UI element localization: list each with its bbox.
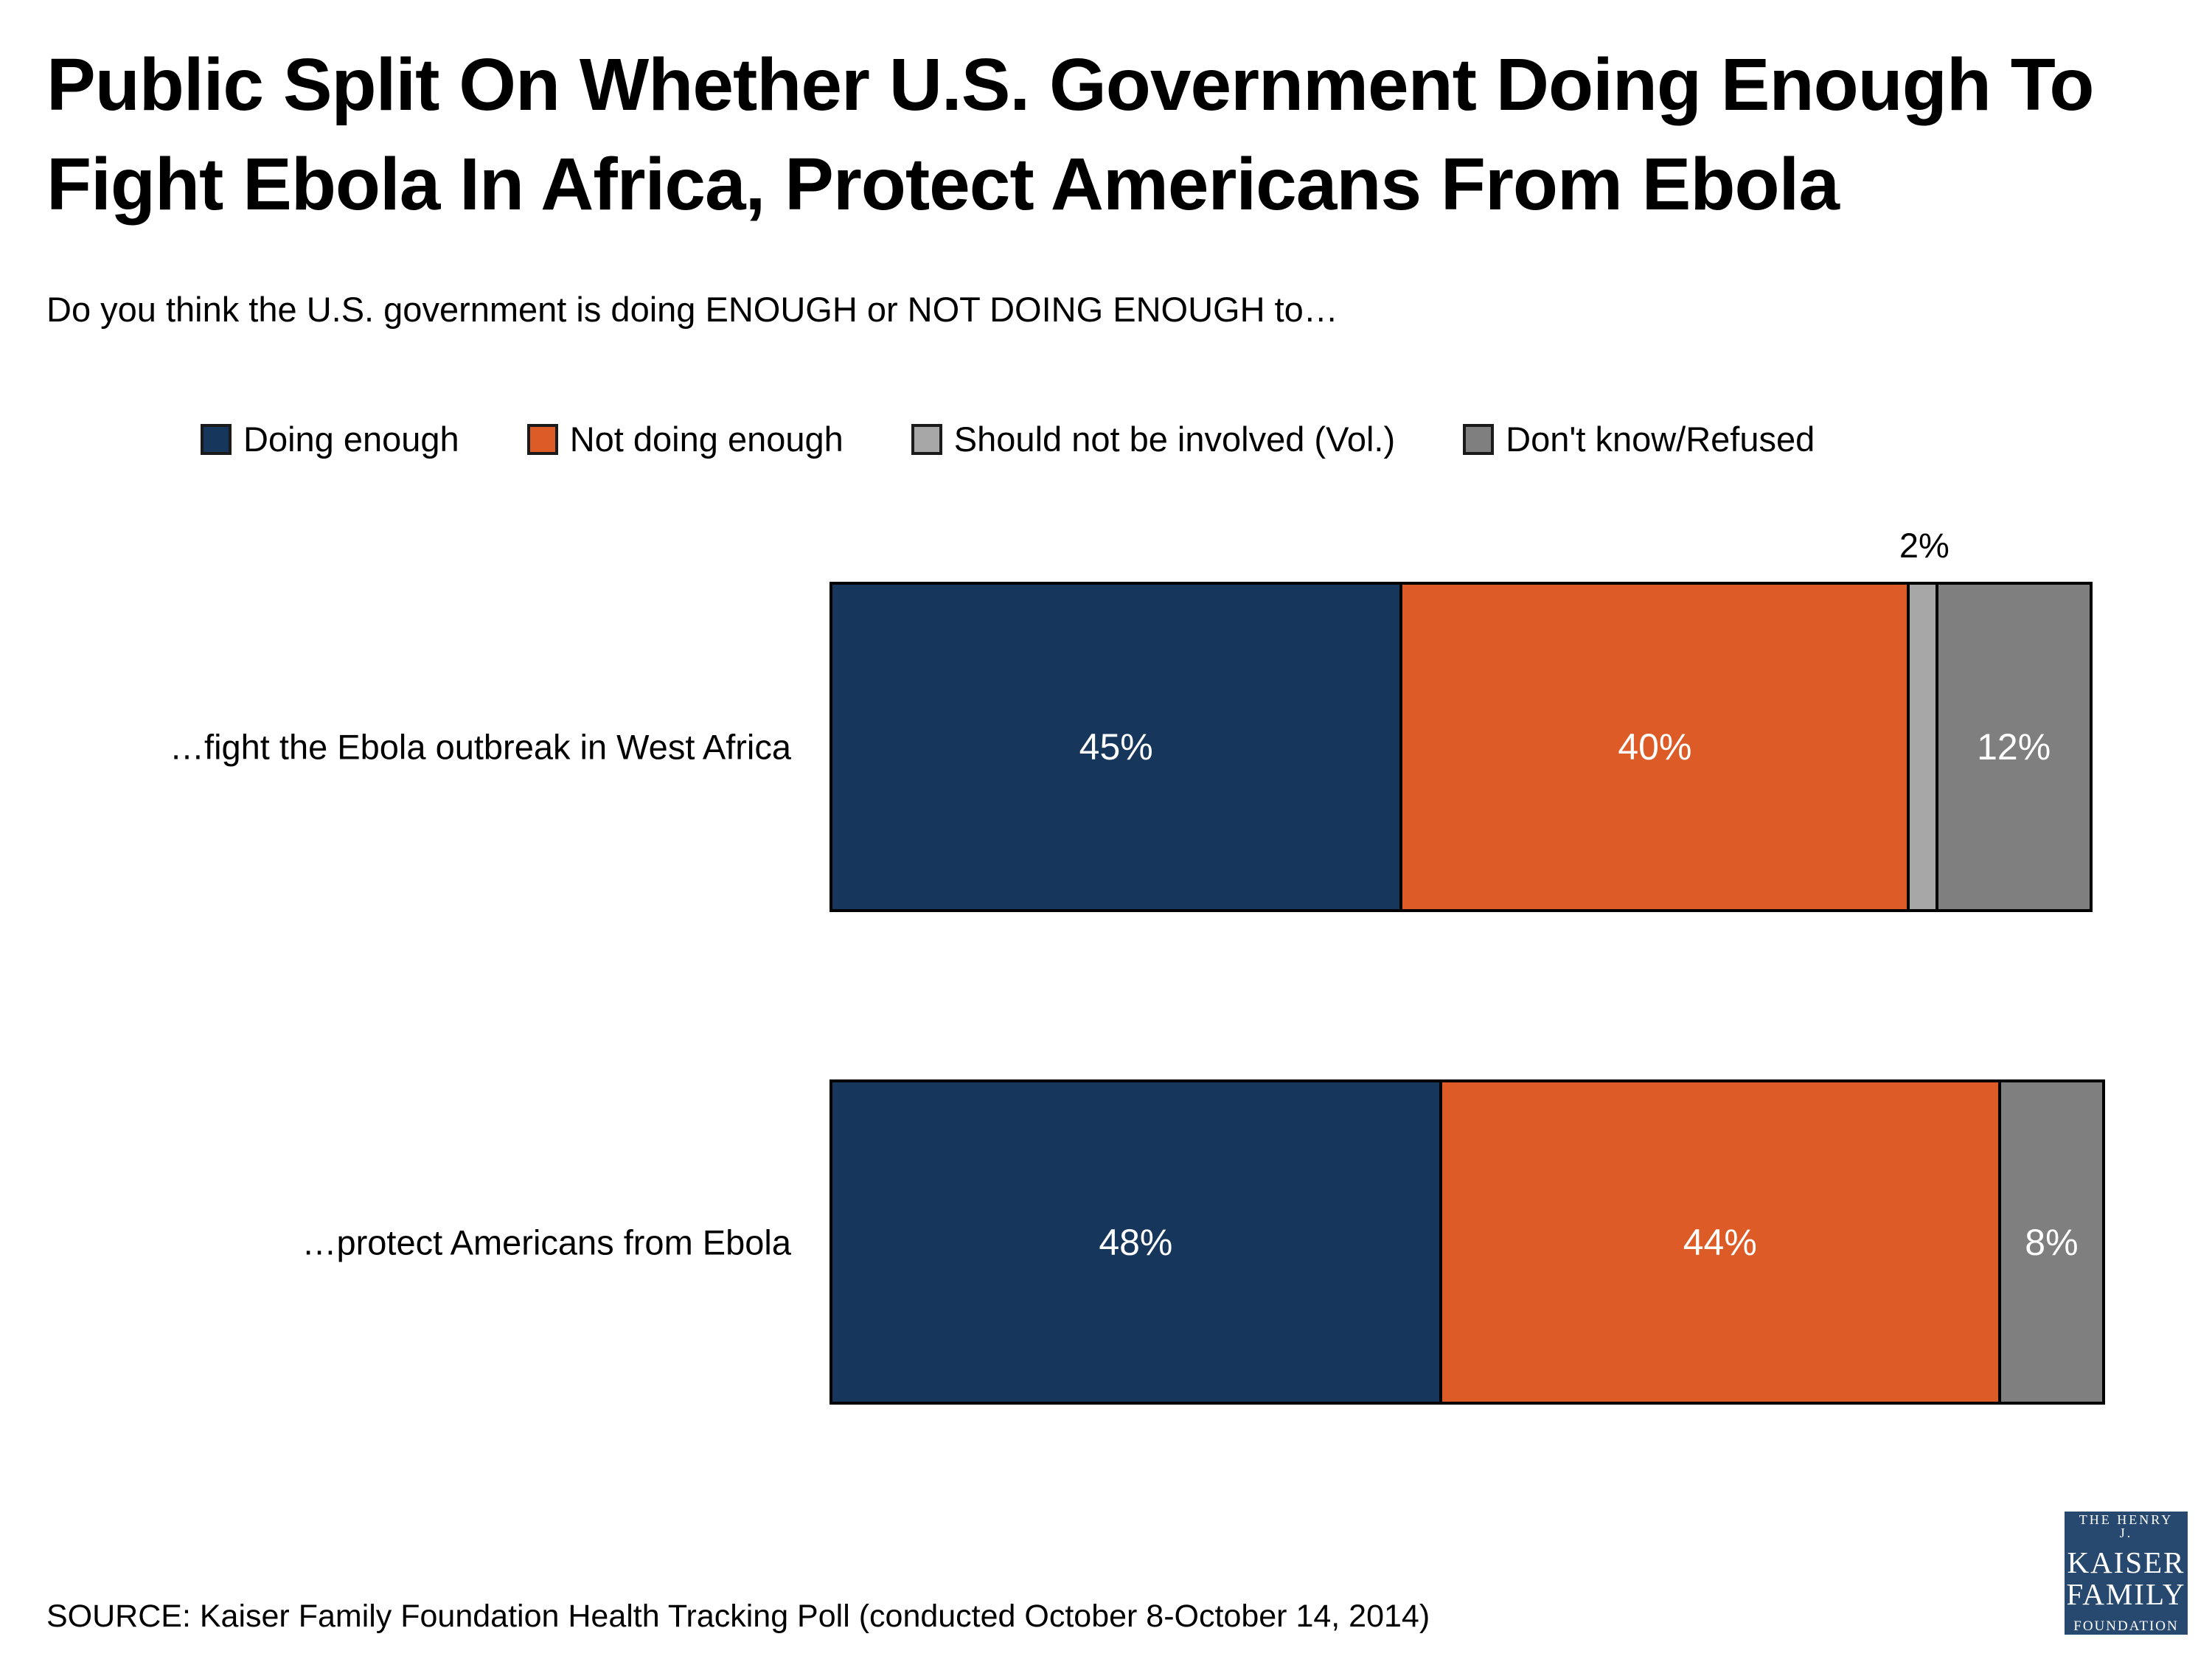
- value-label: 8%: [2025, 1221, 2079, 1263]
- value-label: 44%: [1683, 1221, 1757, 1263]
- value-label: 40%: [1618, 726, 1692, 768]
- bar-segment: 12%: [1938, 585, 2090, 909]
- kff-logo: THE HENRY J. KAISER FAMILY FOUNDATION: [2065, 1512, 2188, 1635]
- legend-label: Doing enough: [243, 420, 459, 459]
- value-label: 45%: [1079, 726, 1153, 768]
- bar-plot: 45% 40% 2% 12%: [830, 526, 2105, 912]
- kff-logo-line4: FOUNDATION: [2073, 1618, 2179, 1635]
- value-label: 12%: [1977, 726, 2051, 768]
- value-label-above: 2%: [1899, 526, 1950, 565]
- kff-logo-line3: FAMILY: [2066, 1577, 2186, 1611]
- bar-segment: 44%: [1441, 1082, 2001, 1402]
- category-label: …fight the Ebola outbreak in West Africa: [170, 727, 791, 767]
- legend-swatch-icon: [1463, 423, 1495, 455]
- chart-title: Public Split On Whether U.S. Government …: [46, 35, 2170, 234]
- legend-swatch-icon: [201, 423, 232, 455]
- legend-item: Should not be involved (Vol.): [911, 419, 1395, 459]
- legend: Doing enough Not doing enough Should not b…: [201, 419, 1815, 459]
- legend-item: Don't know/Refused: [1463, 419, 1815, 459]
- chart-title-line1: Public Split On Whether U.S. Government …: [46, 44, 2094, 126]
- bar-segment: 8%: [2000, 1082, 2102, 1402]
- bar-segment: [1910, 585, 1938, 909]
- stacked-bar: 48% 44% 8%: [830, 1079, 2105, 1405]
- legend-item: Doing enough: [201, 419, 459, 459]
- chart-title-line2: Fight Ebola In Africa, Protect Americans…: [46, 143, 1840, 226]
- bar-plot: 48% 44% 8%: [830, 1079, 2105, 1405]
- bar-segment: 48%: [832, 1082, 1442, 1402]
- bar-segment: 45%: [832, 585, 1403, 909]
- bar-row: …protect Americans from Ebola 48% 44% 8%: [46, 1079, 2170, 1405]
- kff-logo-line1: THE HENRY J.: [2079, 1512, 2174, 1540]
- legend-swatch-icon: [526, 423, 558, 455]
- chart-subtitle: Do you think the U.S. government is doin…: [46, 290, 1338, 329]
- value-label: 48%: [1099, 1221, 1173, 1263]
- bar-row: …fight the Ebola outbreak in West Africa…: [46, 526, 2170, 912]
- legend-label: Don't know/Refused: [1506, 420, 1815, 459]
- stacked-bar: 45% 40% 2% 12%: [830, 526, 2093, 912]
- legend-label: Should not be involved (Vol.): [953, 420, 1396, 459]
- bar-segment: 40%: [1402, 585, 1910, 909]
- legend-swatch-icon: [911, 423, 942, 455]
- legend-item: Not doing enough: [526, 419, 844, 459]
- legend-label: Not doing enough: [569, 420, 844, 459]
- source-note: SOURCE: Kaiser Family Foundation Health …: [46, 1599, 1430, 1634]
- category-label: …protect Americans from Ebola: [302, 1222, 792, 1262]
- kff-logo-line2: KAISER: [2067, 1545, 2185, 1579]
